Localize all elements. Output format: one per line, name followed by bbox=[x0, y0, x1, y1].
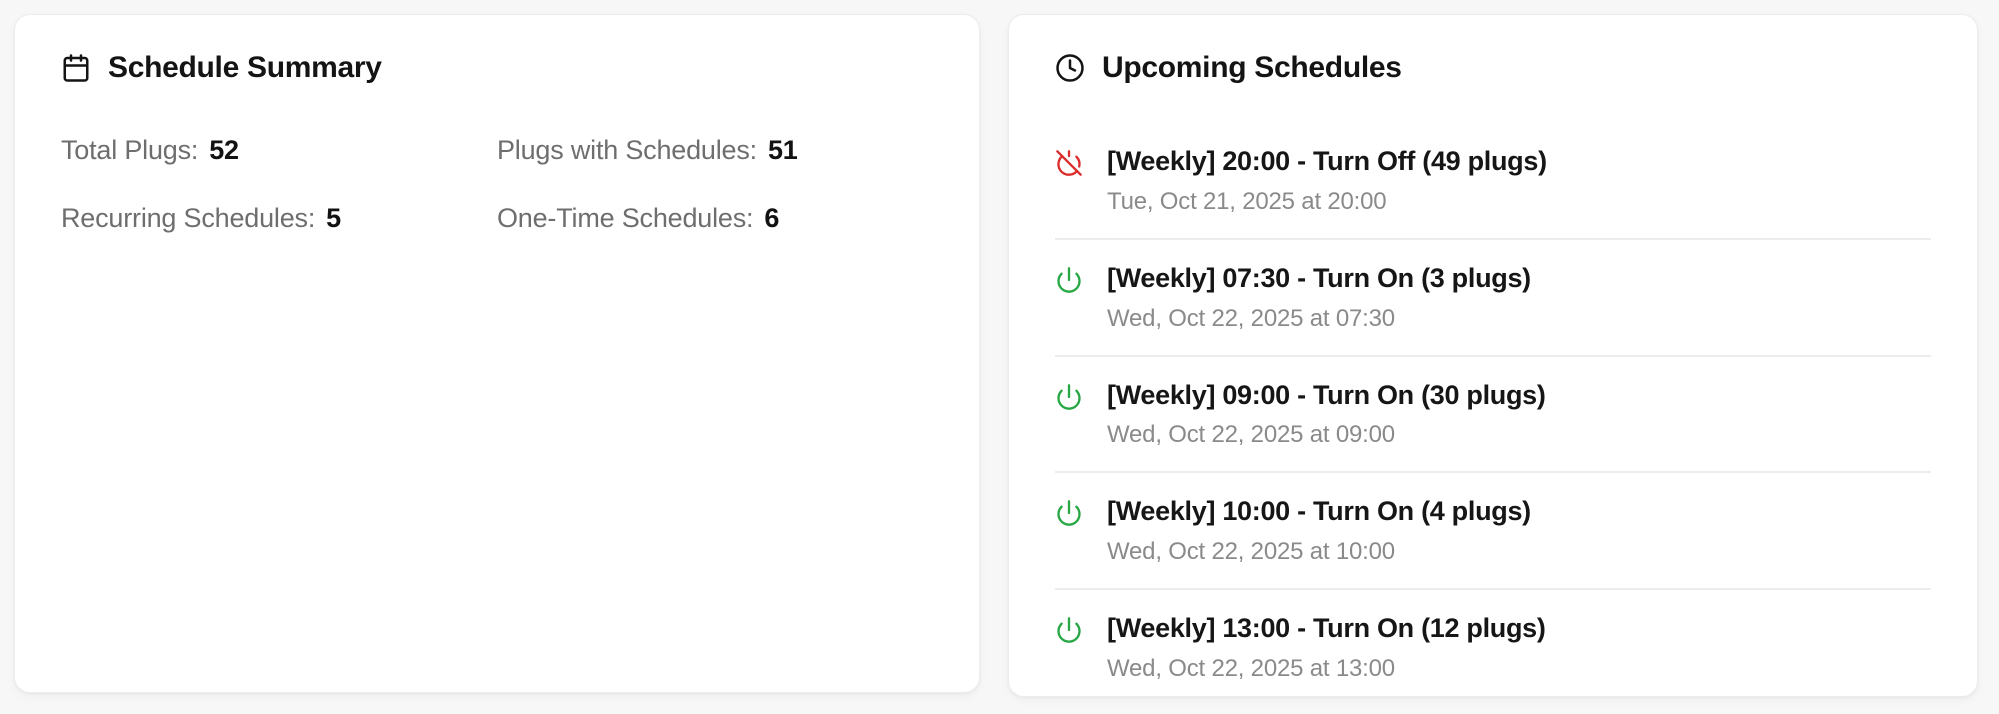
stat-one-time-schedules: One-Time Schedules: 6 bbox=[497, 203, 933, 234]
stat-total-plugs: Total Plugs: 52 bbox=[61, 135, 497, 166]
schedule-item-weekly-1000-on: [Weekly] 10:00 - Turn On (4 plugs) Wed, … bbox=[1055, 471, 1931, 588]
schedule-item-title: [Weekly] 20:00 - Turn Off (49 plugs) bbox=[1107, 146, 1547, 176]
power-icon bbox=[1055, 499, 1083, 532]
schedule-item-body: [Weekly] 20:00 - Turn Off (49 plugs) Tue… bbox=[1107, 145, 1547, 216]
summary-stats-grid: Total Plugs: 52 Plugs with Schedules: 51 R… bbox=[61, 135, 933, 234]
power-icon bbox=[1055, 266, 1083, 299]
schedule-item-body: [Weekly] 09:00 - Turn On (30 plugs) Wed,… bbox=[1107, 379, 1546, 450]
stat-label: Plugs with Schedules: bbox=[497, 135, 757, 165]
stat-value: 6 bbox=[764, 203, 780, 233]
schedule-summary-header: Schedule Summary bbox=[61, 51, 933, 85]
stat-value: 51 bbox=[767, 135, 798, 165]
schedule-item-title: [Weekly] 07:30 - Turn On (3 plugs) bbox=[1107, 262, 1531, 293]
schedule-item-title: [Weekly] 10:00 - Turn On (4 plugs) bbox=[1107, 496, 1531, 527]
schedule-item-datetime: Tue, Oct 21, 2025 at 20:00 bbox=[1107, 187, 1387, 215]
stat-label: One-Time Schedules: bbox=[497, 203, 754, 233]
stat-value: 5 bbox=[326, 203, 341, 233]
schedule-item-title: [Weekly] 13:00 - Turn On (12 plugs) bbox=[1107, 613, 1546, 643]
schedule-item-weekly-0900-on: [Weekly] 09:00 - Turn On (30 plugs) Wed,… bbox=[1055, 354, 1931, 472]
schedule-item-datetime: Wed, Oct 22, 2025 at 09:00 bbox=[1107, 421, 1395, 449]
schedule-item-weekly-1300-on: [Weekly] 13:00 - Turn On (12 plugs) Wed,… bbox=[1055, 588, 1931, 705]
schedule-item-body: [Weekly] 07:30 - Turn On (3 plugs) Wed, … bbox=[1107, 262, 1531, 333]
power-icon bbox=[1055, 383, 1083, 416]
schedule-item-title: [Weekly] 09:00 - Turn On (30 plugs) bbox=[1107, 379, 1546, 410]
stat-plugs-with-schedules: Plugs with Schedules: 51 bbox=[497, 135, 933, 166]
schedule-list: [Weekly] 20:00 - Turn Off (49 plugs) Tue… bbox=[1055, 123, 1931, 705]
schedule-item-datetime: Wed, Oct 22, 2025 at 13:00 bbox=[1107, 654, 1395, 682]
schedule-item-body: [Weekly] 13:00 - Turn On (12 plugs) Wed,… bbox=[1107, 612, 1546, 683]
schedule-item-weekly-0730-on: [Weekly] 07:30 - Turn On (3 plugs) Wed, … bbox=[1055, 237, 1931, 355]
schedule-item-body: [Weekly] 10:00 - Turn On (4 plugs) Wed, … bbox=[1107, 495, 1531, 566]
power-icon bbox=[1055, 616, 1083, 649]
upcoming-schedules-title: Upcoming Schedules bbox=[1102, 51, 1402, 84]
schedule-item-datetime: Wed, Oct 22, 2025 at 10:00 bbox=[1107, 538, 1395, 565]
schedule-summary-title: Schedule Summary bbox=[108, 51, 382, 84]
upcoming-schedules-header: Upcoming Schedules bbox=[1055, 51, 1931, 85]
schedule-summary-card: Schedule Summary Total Plugs: 52 Plugs wi… bbox=[14, 14, 980, 693]
stat-label: Recurring Schedules: bbox=[61, 203, 316, 233]
stat-value: 52 bbox=[209, 135, 239, 165]
schedule-item-weekly-2000-off: [Weekly] 20:00 - Turn Off (49 plugs) Tue… bbox=[1055, 123, 1931, 238]
clock-icon bbox=[1055, 53, 1085, 83]
schedule-item-datetime: Wed, Oct 22, 2025 at 07:30 bbox=[1107, 304, 1395, 332]
stat-recurring-schedules: Recurring Schedules: 5 bbox=[61, 203, 497, 234]
calendar-icon bbox=[61, 53, 91, 83]
upcoming-schedules-card: Upcoming Schedules [Weekly] 20:00 - Turn… bbox=[1008, 14, 1978, 697]
stat-label: Total Plugs: bbox=[61, 135, 199, 165]
power-off-icon bbox=[1055, 149, 1083, 182]
